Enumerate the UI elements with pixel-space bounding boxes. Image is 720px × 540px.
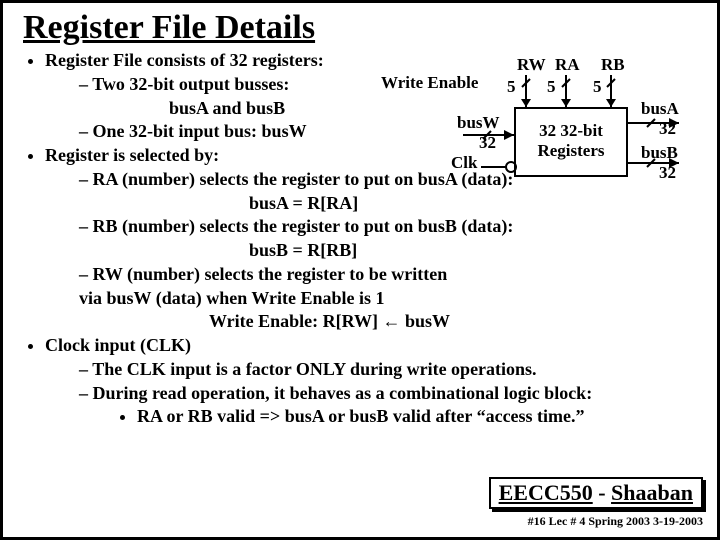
lbl-write-enable: Write Enable [381, 73, 478, 93]
lbl-ra: RA [555, 55, 580, 75]
t: Clock input (CLK) [45, 335, 191, 355]
bullet-clk-read: During read operation, it behaves as a c… [79, 382, 697, 430]
footer-name: Shaaban [611, 480, 693, 505]
lbl-ra5: 5 [547, 77, 556, 97]
t: During read operation, it behaves as a c… [93, 383, 593, 403]
eq-rw: Write Enable: R[RW] ← busW [79, 310, 697, 334]
t: RW (number) selects the register to be w… [93, 264, 448, 284]
bullet-clock: Clock input (CLK) The CLK input is a fac… [45, 334, 697, 429]
lbl-busb: busB [641, 143, 678, 163]
t: RB (number) selects the register to put … [93, 216, 514, 236]
t: Register File consists of 32 registers: [45, 50, 324, 70]
rw-line2: via busW (data) when Write Enable is 1 [79, 287, 697, 311]
t: One 32-bit input bus: busW [93, 121, 307, 141]
t: Two 32-bit output busses: [92, 74, 289, 94]
lbl-rb5: 5 [593, 77, 602, 97]
bullet-rb: RB (number) selects the register to put … [79, 215, 697, 263]
t: RA or RB valid => busA or busB valid aft… [137, 406, 585, 426]
t: Register is selected by: [45, 145, 219, 165]
t: The CLK input is a factor ONLY during wr… [92, 359, 536, 379]
slide: Register File Details Register File cons… [0, 0, 720, 540]
register-box: 32 32-bit Registers [514, 107, 628, 177]
footer-meta: #16 Lec # 4 Spring 2003 3-19-2003 [528, 514, 703, 529]
regbox-l2: Registers [516, 141, 626, 161]
lbl-busa: busA [641, 99, 679, 119]
register-diagram: RW RA RB Write Enable 5 5 5 32 32-bit Re… [381, 59, 691, 199]
eq-rb: busB = R[RB] [79, 239, 697, 263]
lbl-busb32: 32 [659, 163, 676, 183]
slide-title: Register File Details [23, 9, 697, 47]
footer-course: EECC550 [499, 480, 593, 505]
lbl-busw32: 32 [479, 133, 496, 153]
footer-box: EECC550 - Shaaban [489, 477, 703, 509]
lbl-busa32: 32 [659, 119, 676, 139]
lbl-busw: busW [457, 113, 500, 133]
lbl-rw: RW [517, 55, 546, 75]
lbl-rb: RB [601, 55, 625, 75]
lbl-clk: Clk [451, 153, 477, 173]
bullet-clk-write: The CLK input is a factor ONLY during wr… [79, 358, 697, 382]
lbl-rw5: 5 [507, 77, 516, 97]
regbox-l1: 32 32-bit [516, 121, 626, 141]
footer-sep: - [593, 480, 611, 505]
bullet-rw: RW (number) selects the register to be w… [79, 263, 697, 334]
bullet-access-time: RA or RB valid => busA or busB valid aft… [137, 405, 697, 429]
